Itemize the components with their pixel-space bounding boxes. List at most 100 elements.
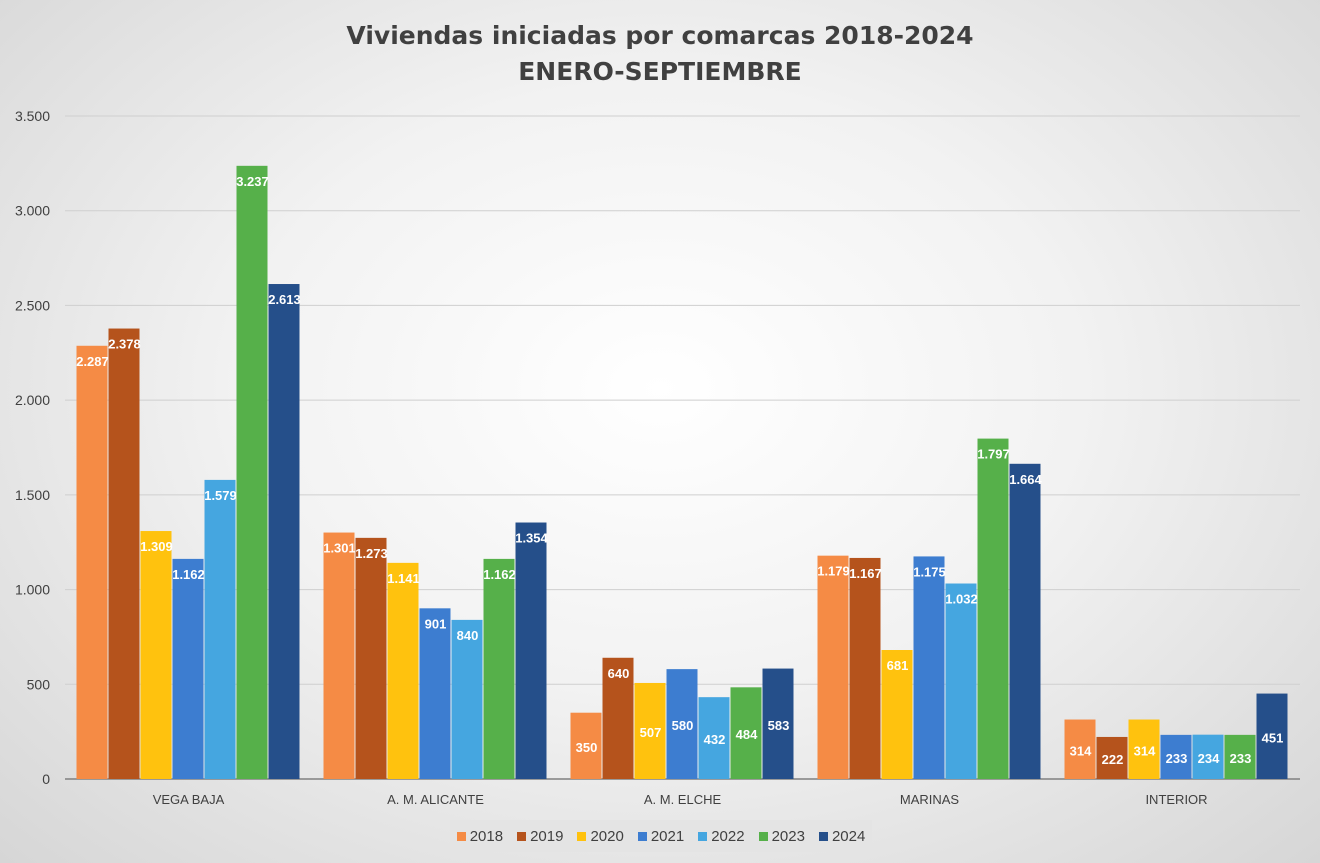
bar-2018	[817, 555, 849, 779]
legend-item: 2023	[758, 827, 805, 845]
data-label: 583	[768, 718, 790, 733]
bar-2020	[387, 562, 419, 779]
data-label: 222	[1102, 752, 1124, 767]
data-label: 840	[457, 628, 479, 643]
legend-label: 2021	[650, 827, 685, 845]
data-label: 1.273	[355, 546, 388, 561]
bar-2023	[236, 165, 268, 780]
legend-label: 2019	[530, 827, 564, 845]
legend-swatch	[818, 831, 828, 841]
y-tick-label: 500	[27, 676, 51, 692]
bar-2022	[945, 583, 977, 779]
legend-item: 2024	[818, 827, 866, 845]
bar-2023	[1224, 734, 1256, 779]
bar-2018	[323, 532, 355, 779]
bar-2019	[1096, 736, 1128, 779]
legend-item: 2018	[456, 827, 504, 845]
legend-swatch	[637, 831, 647, 841]
data-label: 1.301	[323, 541, 356, 556]
bar-2023	[730, 687, 762, 779]
data-label: 580	[672, 718, 694, 733]
legend-swatch	[758, 831, 768, 841]
y-tick-label: 1.000	[15, 582, 50, 598]
bar-2024	[762, 668, 794, 779]
title-line: Viviendas iniciadas por comarcas 2018-20…	[346, 21, 974, 50]
bar-2022	[1192, 734, 1224, 779]
bar-2018	[1064, 719, 1096, 779]
bar-2024	[268, 284, 300, 779]
data-label: 1.162	[483, 567, 516, 582]
legend-item: 2019	[517, 828, 563, 845]
x-tick-label: MARINAS	[900, 792, 960, 807]
bar-2024	[1256, 693, 1288, 779]
bar-2023	[483, 558, 515, 779]
data-label: 2.287	[76, 354, 109, 369]
legend-label: 2022	[711, 827, 745, 845]
y-tick-label: 0	[42, 771, 50, 787]
data-label: 1.354	[515, 531, 548, 546]
bar-2024	[515, 522, 547, 779]
data-label: 1.141	[387, 571, 420, 586]
bar-2021	[1160, 734, 1192, 779]
data-label: 1.797	[977, 447, 1010, 462]
data-label: 451	[1262, 730, 1284, 745]
bar-2021	[913, 556, 945, 779]
y-tick-label: 2.500	[15, 297, 50, 313]
data-label: 1.179	[817, 564, 850, 579]
bar-2018	[76, 345, 108, 779]
bar-2022	[451, 619, 483, 779]
data-label: 1.579	[204, 488, 237, 503]
data-label: 314	[1070, 743, 1092, 758]
bar-2021	[419, 608, 451, 779]
bar-2019	[602, 657, 634, 779]
data-label: 484	[736, 727, 758, 742]
data-label: 1.309	[140, 539, 173, 554]
y-tick-label: 3.000	[15, 203, 50, 219]
bar-2020	[140, 531, 172, 779]
data-label: 432	[704, 732, 726, 747]
bar-2022	[698, 697, 730, 779]
bar-2020	[881, 649, 913, 779]
data-label: 681	[887, 658, 909, 673]
y-tick-label: 1.500	[15, 487, 50, 503]
bar-2020	[1128, 719, 1160, 779]
legend-label: 2020	[590, 827, 624, 845]
data-label: 1.175	[913, 564, 946, 579]
legend-label: 2018	[469, 827, 504, 845]
data-label: 233	[1166, 751, 1188, 766]
data-label: 3.237	[236, 174, 269, 189]
legend-item: 2022	[698, 827, 745, 845]
subtitle-line: ENERO-SEPTIEMBRE	[518, 57, 802, 86]
data-label: 1.032	[945, 592, 978, 607]
legend-item: 2020	[577, 827, 624, 845]
legend-label: 2024	[831, 827, 866, 845]
data-label: 901	[425, 616, 447, 631]
x-tick-label: INTERIOR	[1145, 792, 1207, 807]
legend-swatch	[456, 831, 466, 841]
legend-swatch	[517, 831, 527, 841]
bar-2018	[570, 712, 602, 779]
y-tick-label: 3.500	[15, 108, 50, 124]
x-tick-label: A. M. ALICANTE	[387, 792, 484, 807]
x-tick-label: VEGA BAJA	[153, 792, 225, 807]
bar-2019	[355, 537, 387, 779]
data-label: 1.167	[849, 566, 882, 581]
bar-2021	[172, 558, 204, 779]
bar-2024	[1009, 463, 1041, 779]
data-label: 1.162	[172, 567, 205, 582]
x-tick-label: A. M. ELCHE	[644, 792, 722, 807]
legend: 2018 2019 2020 2021 2022 2023 2024	[450, 820, 872, 852]
data-label: 350	[576, 740, 598, 755]
bar-2021	[666, 669, 698, 779]
bar-2019	[849, 557, 881, 779]
data-label: 2.613	[268, 292, 301, 307]
y-tick-label: 2.000	[15, 392, 50, 408]
legend-label: 2023	[771, 827, 805, 845]
bar-2023	[977, 438, 1009, 779]
data-label: 233	[1230, 751, 1252, 766]
data-label: 1.664	[1009, 472, 1042, 487]
legend-item: 2021	[637, 827, 685, 845]
bar-2022	[204, 479, 236, 779]
bar-2020	[634, 682, 666, 779]
